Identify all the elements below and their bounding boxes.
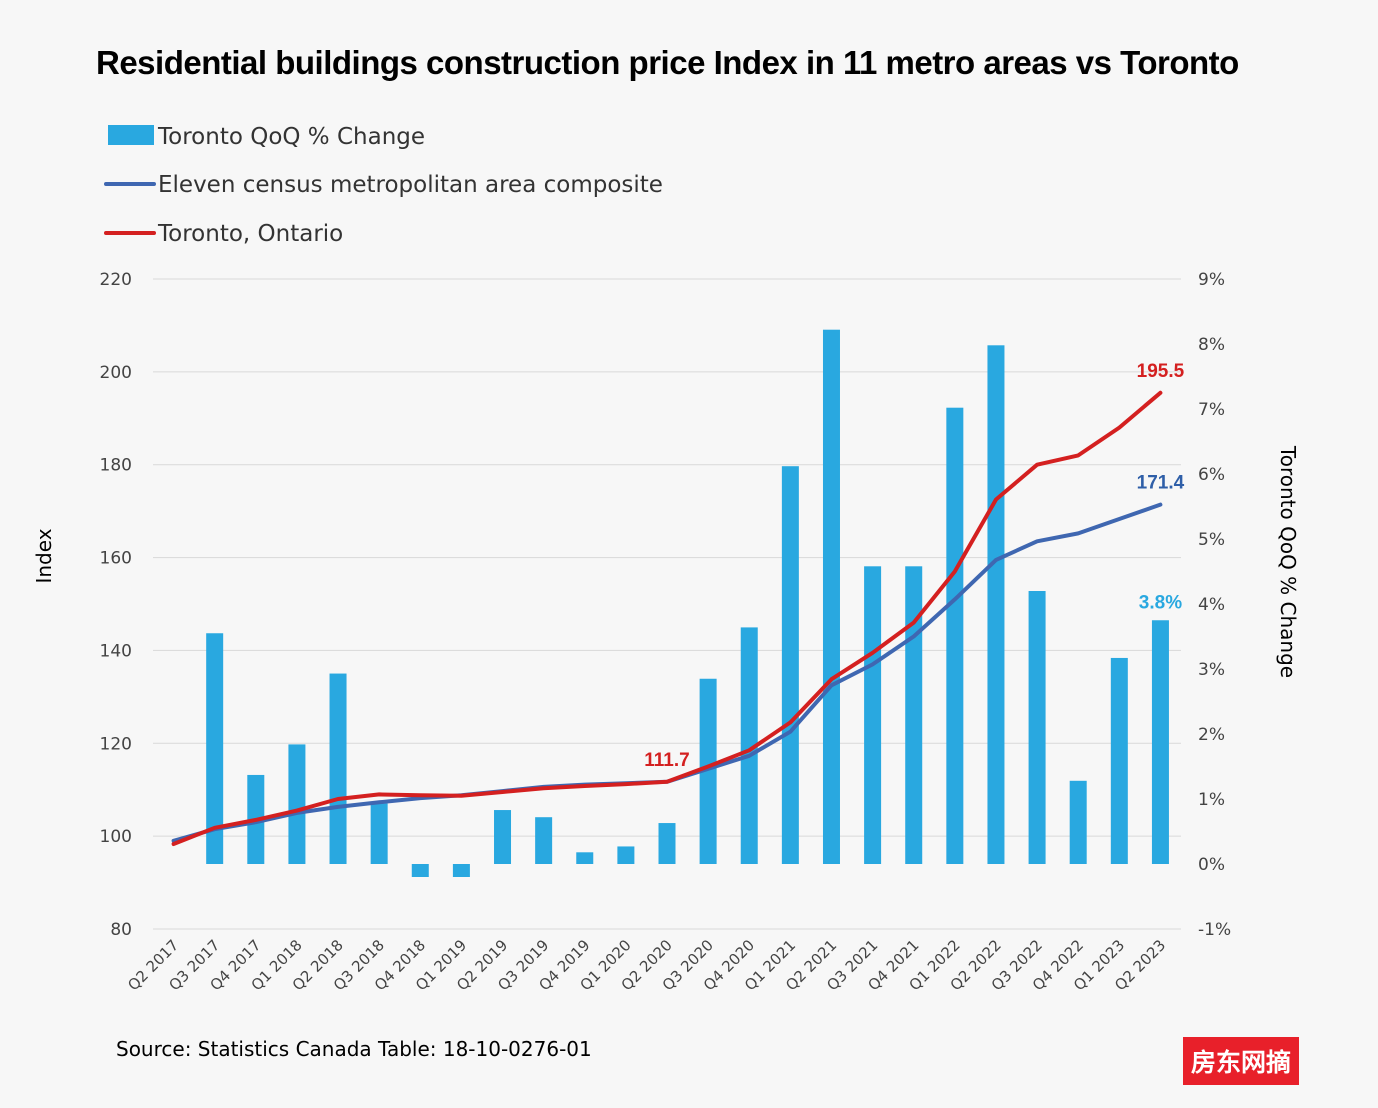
bar	[576, 852, 594, 864]
right-tick-label: -1%	[1198, 920, 1231, 940]
right-tick-label: 9%	[1198, 270, 1225, 290]
bar	[1069, 780, 1087, 864]
right-tick-label: 5%	[1198, 530, 1225, 550]
legend-label-toronto: Toronto, Ontario	[157, 221, 343, 247]
left-tick-label: 100	[100, 827, 132, 847]
bar	[452, 864, 470, 877]
bar	[329, 673, 347, 864]
left-tick-label: 140	[100, 641, 132, 661]
data-label: 3.8%	[1139, 592, 1182, 613]
right-tick-label: 4%	[1198, 595, 1225, 615]
data-label: 111.7	[644, 750, 689, 771]
annotations: 111.7 195.5 171.4 3.8%	[644, 361, 1184, 771]
right-tick-label: 1%	[1198, 790, 1225, 810]
right-axis-title: Toronto QoQ % Change	[1276, 445, 1300, 678]
gridlines	[153, 278, 1181, 930]
chart-title: Residential buildings construction price…	[96, 44, 1239, 81]
series-line	[171, 390, 1163, 846]
watermark-text: 房东网摘	[1191, 1048, 1291, 1077]
bar	[617, 846, 635, 864]
bar	[494, 810, 512, 864]
bars	[206, 329, 1169, 877]
bar	[987, 345, 1005, 864]
right-tick-label: 8%	[1198, 335, 1225, 355]
bar	[411, 864, 429, 877]
watermark-background	[1183, 1037, 1299, 1085]
bar	[370, 803, 388, 864]
bar	[699, 678, 717, 864]
right-tick-label: 7%	[1198, 400, 1225, 420]
legend-label-bars: Toronto QoQ % Change	[157, 124, 425, 150]
left-tick-label: 120	[100, 734, 132, 754]
bar	[1151, 620, 1169, 864]
data-label: 195.5	[1137, 361, 1185, 382]
legend-swatch-bars	[108, 125, 154, 145]
left-tick-label: 80	[110, 920, 132, 940]
bar	[535, 817, 553, 864]
legend: Toronto QoQ % Change Eleven census metro…	[104, 124, 663, 247]
bar	[206, 633, 224, 864]
bar	[288, 744, 306, 864]
bar	[1028, 591, 1046, 864]
right-tick-label: 3%	[1198, 660, 1225, 680]
left-tick-label: 180	[100, 456, 132, 476]
bar	[658, 823, 676, 864]
lines	[171, 390, 1163, 846]
left-axis-title: Index	[32, 528, 56, 583]
left-tick-label: 220	[100, 270, 132, 290]
legend-label-composite: Eleven census metropolitan area composit…	[158, 172, 663, 198]
right-axis-ticks: -1% 0% 1% 2% 3% 4% 5% 6% 7% 8% 9%	[1198, 270, 1231, 940]
bar	[905, 566, 923, 864]
right-tick-label: 0%	[1198, 855, 1225, 875]
bar	[946, 407, 964, 864]
right-tick-label: 6%	[1198, 465, 1225, 485]
source-note: Source: Statistics Canada Table: 18-10-0…	[116, 1037, 592, 1061]
left-tick-label: 200	[100, 363, 132, 383]
bar	[864, 566, 882, 864]
left-axis-ticks: 80 100 120 140 160 180 200 220	[100, 270, 132, 940]
bar	[1110, 657, 1128, 864]
watermark: 房东网摘	[1183, 1037, 1299, 1085]
bar	[822, 329, 840, 864]
data-label: 171.4	[1137, 473, 1185, 494]
series-line	[171, 502, 1163, 843]
right-tick-label: 2%	[1198, 725, 1225, 745]
bar	[740, 627, 758, 864]
left-tick-label: 160	[100, 549, 132, 569]
bar	[781, 466, 799, 864]
